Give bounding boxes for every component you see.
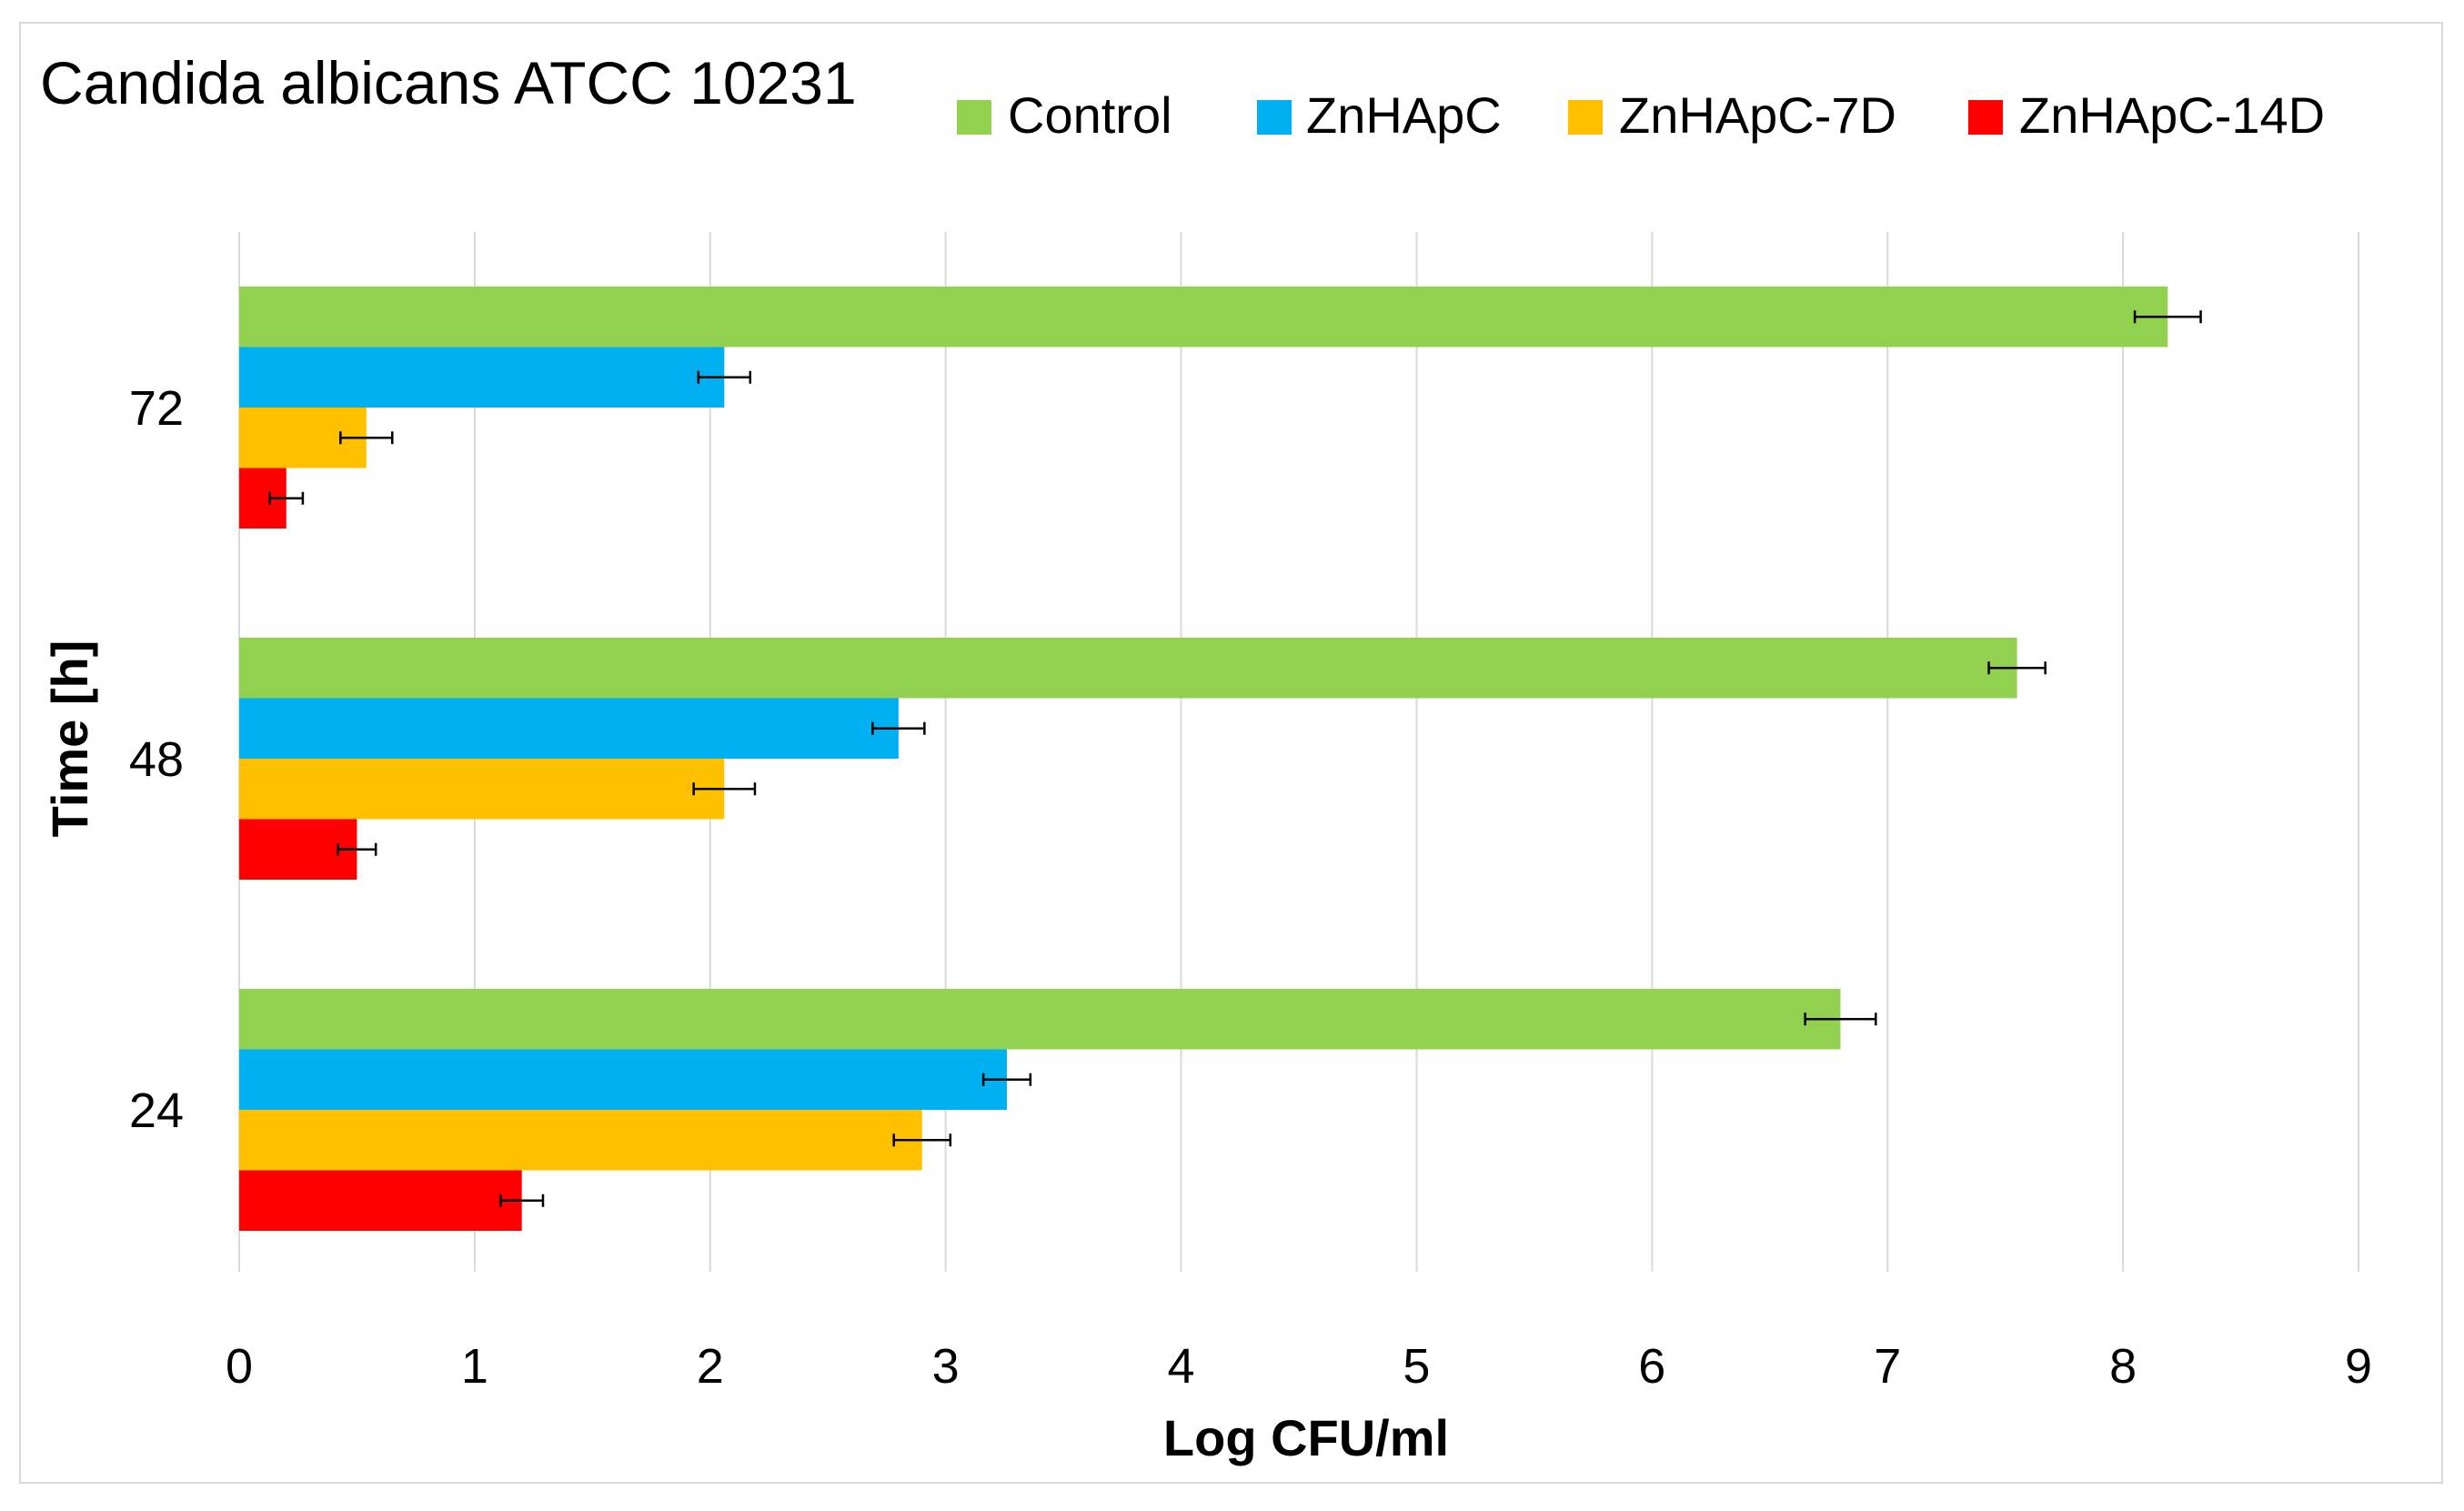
error-bar <box>499 1194 545 1207</box>
x-axis-title: Log CFU/ml <box>1163 1409 1449 1466</box>
error-bar <box>692 782 757 796</box>
error-bar <box>1987 661 2047 675</box>
x-tick-label: 6 <box>1638 1339 1665 1394</box>
x-tick-label: 7 <box>1874 1339 1901 1394</box>
x-tick-labels: 0 1 2 3 4 5 6 7 8 9 <box>226 1339 2372 1394</box>
bar <box>239 1170 522 1231</box>
error-bar <box>871 721 926 735</box>
error-bar <box>337 842 377 856</box>
x-tick-label: 2 <box>697 1339 724 1394</box>
legend-swatch-znhapc-7d <box>1568 100 1603 135</box>
error-bar <box>1804 1012 1877 1026</box>
bar <box>239 759 725 820</box>
legend-item-control: Control <box>957 86 1172 144</box>
error-bar <box>981 1073 1032 1086</box>
x-tick-label: 1 <box>461 1339 488 1394</box>
x-tick-label: 0 <box>226 1339 253 1394</box>
bars <box>239 287 2168 1231</box>
bar <box>239 698 899 759</box>
error-bar <box>339 431 394 445</box>
x-tick-label: 3 <box>932 1339 960 1394</box>
y-axis-title: Time [h] <box>41 640 98 838</box>
legend-swatch-control <box>957 100 991 135</box>
bar <box>239 989 1841 1050</box>
legend-swatch-znhapc-14d <box>1968 100 2003 135</box>
bar <box>239 1110 922 1171</box>
y-tick-label: 48 <box>129 732 184 787</box>
error-bars <box>268 310 2202 1207</box>
legend-label-znhapc-14d: ZnHApC-14D <box>2019 86 2325 144</box>
y-tick-label: 72 <box>129 381 184 436</box>
bar <box>239 1049 1007 1110</box>
x-tick-label: 8 <box>2109 1339 2137 1394</box>
bar <box>239 638 2017 699</box>
legend: Control ZnHApC ZnHApC-7D ZnHApC-14D <box>957 86 2325 144</box>
y-tick-labels: 72 48 24 <box>129 381 184 1138</box>
y-tick-label: 24 <box>129 1083 184 1138</box>
x-tick-label: 9 <box>2345 1339 2372 1394</box>
legend-item-znhapc: ZnHApC <box>1257 86 1502 144</box>
error-bar <box>268 491 305 505</box>
x-tick-label: 5 <box>1403 1339 1430 1394</box>
x-tick-label: 4 <box>1168 1339 1195 1394</box>
legend-label-control: Control <box>1008 86 1172 144</box>
error-bar <box>697 370 752 384</box>
legend-label-znhapc: ZnHApC <box>1306 86 1502 144</box>
bar <box>239 347 725 408</box>
error-bar <box>892 1133 952 1147</box>
legend-swatch-znhapc <box>1257 100 1292 135</box>
legend-item-znhapc-14d: ZnHApC-14D <box>1968 86 2325 144</box>
bar <box>239 287 2168 348</box>
chart-title: Candida albicans ATCC 10231 <box>40 49 857 116</box>
legend-label-znhapc-7d: ZnHApC-7D <box>1619 86 1896 144</box>
legend-item-znhapc-7d: ZnHApC-7D <box>1568 86 1896 144</box>
error-bar <box>2133 310 2202 324</box>
